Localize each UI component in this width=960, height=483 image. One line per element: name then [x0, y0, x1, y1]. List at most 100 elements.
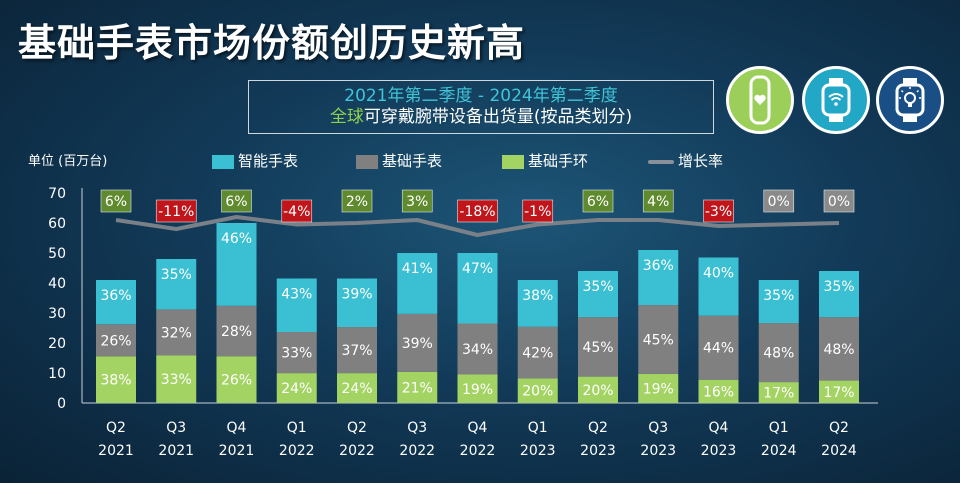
growth-rate-box — [100, 189, 132, 213]
y-tick-label: 30 — [48, 306, 66, 322]
x-tick-quarter: Q2 — [588, 420, 608, 436]
growth-rate-label: 4% — [647, 194, 669, 210]
bar-segment-basic_band — [517, 378, 558, 403]
basic-watch-lightbulb-icon — [876, 66, 944, 134]
x-tick-quarter: Q4 — [227, 420, 247, 436]
growth-rate-label: -1% — [524, 204, 551, 220]
growth-rate-label: 0% — [828, 194, 850, 210]
growth-rate-label: 3% — [406, 194, 428, 210]
bar-segment-basic_watch — [276, 332, 317, 374]
y-tick-label: 10 — [48, 366, 66, 382]
data-label-basic_watch: 45% — [582, 340, 613, 356]
subtitle-highlight: 全球 — [329, 107, 364, 127]
data-label-basic_band: 17% — [763, 386, 794, 402]
bar-segment-basic_watch — [96, 324, 136, 357]
growth-rate-line — [115, 215, 840, 237]
x-tick-year: 2023 — [701, 443, 737, 459]
y-tick-label: 40 — [48, 276, 66, 292]
data-label-smart_watch: 35% — [161, 267, 192, 283]
data-label-basic_band: 17% — [823, 385, 854, 401]
x-tick-quarter: Q4 — [468, 420, 488, 436]
data-label-basic_watch: 32% — [161, 325, 192, 341]
data-label-basic_watch: 33% — [281, 346, 312, 362]
growth-rate-box — [221, 189, 252, 213]
data-label-basic_watch: 28% — [221, 324, 252, 340]
x-tick-year: 2021 — [219, 443, 255, 459]
data-label-basic_watch: 48% — [763, 346, 794, 362]
data-label-basic_watch: 48% — [823, 342, 854, 358]
growth-rate-label: 2% — [346, 194, 368, 210]
legend-item-growth: 增长率 — [648, 150, 723, 171]
growth-rate-label: -18% — [459, 204, 495, 220]
data-label-basic_band: 33% — [161, 372, 192, 388]
growth-rate-box — [457, 199, 498, 223]
bar-segment-smart_watch — [578, 271, 618, 318]
bar-segment-smart_watch — [216, 223, 257, 306]
x-tick-year: 2021 — [98, 443, 134, 459]
legend-item-basic-band: 基础手环 — [502, 150, 588, 171]
data-label-basic_band: 38% — [100, 373, 131, 389]
data-label-basic_band: 24% — [281, 381, 312, 397]
bar-segment-basic_watch — [517, 326, 558, 379]
subtitle-box: 2021年第二季度 - 2024年第二季度 全球可穿戴腕带设备出货量(按品类划分… — [248, 80, 714, 134]
bar-segment-basic_watch — [457, 323, 498, 375]
growth-rate-label: 0% — [768, 194, 790, 210]
data-label-smart_watch: 41% — [402, 261, 433, 277]
x-tick-year: 2021 — [158, 443, 194, 459]
fitness-band-icon — [726, 66, 794, 134]
x-tick-quarter: Q2 — [829, 420, 849, 436]
data-label-smart_watch: 38% — [522, 288, 553, 304]
data-label-basic_watch: 44% — [703, 341, 734, 357]
x-tick-quarter: Q2 — [347, 420, 367, 436]
data-label-smart_watch: 36% — [100, 288, 131, 304]
growth-rate-box — [582, 189, 614, 213]
legend-swatch-basic-band — [502, 154, 524, 169]
bar-segment-basic_watch — [758, 323, 799, 383]
x-tick-year: 2024 — [761, 443, 797, 459]
x-tick-year: 2024 — [821, 443, 857, 459]
subtitle-description: 全球可穿戴腕带设备出货量(按品类划分) — [249, 106, 713, 128]
bar-segment-smart_watch — [96, 280, 136, 325]
legend-label-growth: 增长率 — [678, 152, 724, 170]
legend-swatch-growth — [648, 159, 674, 164]
x-tick-quarter: Q2 — [106, 420, 126, 436]
data-label-smart_watch: 39% — [341, 287, 372, 303]
data-label-basic_band: 16% — [703, 384, 734, 400]
data-label-smart_watch: 35% — [763, 288, 794, 304]
legend-label-basic-band: 基础手环 — [528, 152, 589, 170]
bar-segment-basic_watch — [216, 305, 257, 357]
data-label-basic_band: 19% — [462, 382, 493, 398]
bar-segment-smart_watch — [397, 253, 438, 314]
legend-label-basic-watch: 基础手表 — [382, 152, 443, 170]
growth-rate-label: -11% — [158, 204, 194, 220]
bar-segment-smart_watch — [517, 280, 558, 327]
data-label-smart_watch: 35% — [582, 279, 613, 295]
category-icons — [726, 66, 946, 136]
x-tick-year: 2022 — [399, 443, 435, 459]
data-label-basic_band: 20% — [582, 383, 613, 399]
bar-segment-basic_band — [156, 355, 197, 403]
data-label-smart_watch: 47% — [462, 261, 493, 277]
data-label-smart_watch: 35% — [823, 279, 854, 295]
x-tick-year: 2023 — [640, 443, 676, 459]
bar-segment-smart_watch — [758, 280, 799, 324]
y-tick-label: 0 — [57, 396, 66, 412]
bar-segment-basic_band — [276, 373, 317, 403]
bar-segment-basic_band — [337, 373, 377, 403]
bar-segment-smart_watch — [337, 278, 377, 328]
bar-segment-basic_watch — [397, 313, 438, 372]
bar-segment-basic_watch — [638, 305, 679, 374]
data-label-basic_band: 19% — [643, 381, 674, 397]
bar-segment-basic_band — [216, 356, 257, 403]
growth-rate-label: 6% — [225, 194, 247, 210]
legend-label-smart-watch: 智能手表 — [238, 152, 299, 170]
bar-segment-basic_watch — [337, 327, 377, 374]
bar-segment-basic_band — [819, 380, 859, 403]
x-tick-year: 2022 — [460, 443, 496, 459]
bar-segment-basic_band — [758, 382, 799, 403]
data-label-basic_band: 21% — [402, 380, 433, 396]
growth-rate-box — [341, 189, 373, 213]
x-tick-quarter: Q3 — [648, 420, 668, 436]
bar-segment-basic_band — [457, 374, 498, 403]
